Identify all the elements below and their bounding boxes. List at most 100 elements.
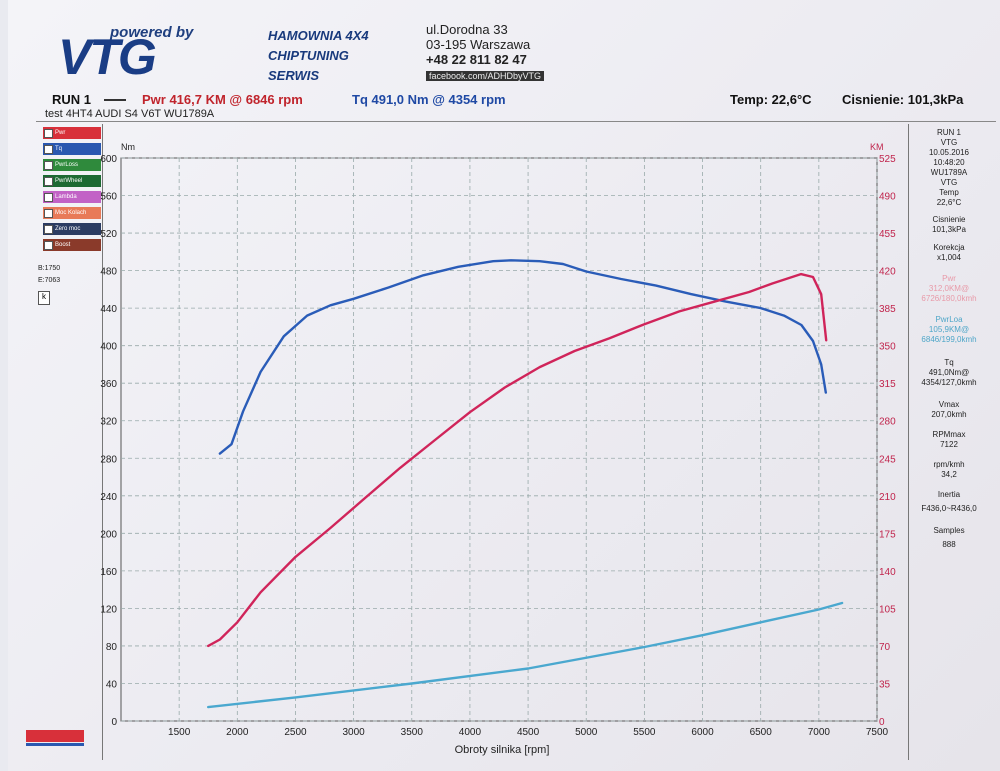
test-description: test 4HT4 AUDI S4 V6T WU1789A [45, 108, 215, 120]
facebook-link[interactable]: facebook.com/ADHDbyVTG [426, 71, 545, 81]
y-tick-label: 480 [100, 267, 117, 278]
address-street: ul.Dorodna 33 [426, 22, 508, 37]
y2-tick-label: 490 [879, 192, 896, 203]
legend-label: PwrLoss [55, 162, 79, 168]
result-pressure-label: Cisnienie [932, 215, 966, 224]
legend-item-5[interactable]: Lambda [43, 191, 101, 203]
result-rpmmax-label: RPMmax [932, 430, 966, 439]
power-summary: Pwr 416,7 KM @ 6846 rpm [142, 92, 303, 107]
y-tick-label: 600 [100, 154, 117, 165]
y2-tick-label: 105 [879, 604, 896, 615]
y-axis-label: Nm [121, 142, 135, 152]
legend-item-8[interactable]: Boost [43, 239, 101, 251]
x-tick-label: 6500 [750, 727, 773, 738]
legend-bottom-red [26, 730, 84, 742]
result-loss-label: PwrLoa [935, 315, 963, 324]
result-samples-label: Samples [933, 526, 965, 535]
legend-item-6[interactable]: Moc Kolach [43, 207, 101, 219]
result-ratio: 34,2 [941, 470, 957, 479]
result-rpmmax: 7122 [940, 440, 958, 449]
results-panel: RUN 1 VTG 10.05.2016 10:48:20 WU1789A VT… [908, 124, 989, 760]
result-tq-label: Tq [944, 358, 954, 367]
result-pwr: 312,0KM@ [928, 284, 970, 293]
y-tick-label: 400 [100, 342, 117, 353]
x-tick-label: 2000 [226, 727, 249, 738]
x-tick-label: 3000 [342, 727, 365, 738]
legend-tq[interactable]: Tq [43, 143, 101, 155]
result-date: 10.05.2016 [928, 148, 970, 157]
y-tick-label: 280 [100, 454, 117, 465]
result-correction: x1,004 [936, 253, 962, 262]
result-inertia: F436,0~R436,0 [921, 504, 977, 513]
run-label: RUN 1 [52, 92, 92, 107]
series-line-tq [218, 259, 827, 455]
y2-axis-label: KM [870, 142, 884, 152]
y2-tick-label: 315 [879, 379, 896, 390]
result-temp: 22,6°C [936, 198, 962, 207]
y-tick-label: 120 [100, 604, 117, 615]
result-temp-label: Temp [939, 188, 959, 197]
company-block: HAMOWNIA 4X4 CHIPTUNING SERWIS [268, 26, 369, 86]
result-run: RUN 1 [936, 128, 961, 137]
y-tick-label: 320 [100, 417, 117, 428]
torque-summary: Tq 491,0 Nm @ 4354 rpm [352, 92, 506, 107]
y2-tick-label: 455 [879, 229, 896, 240]
legend-item-4[interactable]: PwrWheel [43, 175, 101, 187]
y-tick-label: 40 [106, 679, 118, 690]
checkbox-icon[interactable] [44, 161, 53, 170]
legend-label: Pwr [55, 130, 66, 136]
y2-tick-label: 385 [879, 304, 896, 315]
result-vtg-2: VTG [940, 178, 958, 187]
result-ratio-label: rpm/kmh [933, 460, 965, 469]
x-tick-label: 6000 [691, 727, 714, 738]
pressure-summary: Cisnienie: 101,3kPa [842, 92, 964, 107]
y2-tick-label: 175 [879, 529, 896, 540]
result-pwr-label: Pwr [942, 274, 956, 283]
legend-label: Boost [55, 242, 71, 248]
y2-tick-label: 350 [879, 342, 896, 353]
checkbox-icon[interactable] [44, 209, 53, 218]
x-tick-label: 7000 [808, 727, 831, 738]
legend-label: Tq [55, 146, 63, 152]
checkbox-icon[interactable] [44, 177, 53, 186]
legend-item-3[interactable]: PwrLoss [43, 159, 101, 171]
chart-series [206, 259, 844, 709]
checkbox-icon[interactable] [44, 241, 53, 250]
checkbox-icon[interactable] [44, 129, 53, 138]
y2-tick-label: 140 [879, 567, 896, 578]
address-city: 03-195 Warszawa [426, 37, 531, 52]
x-tick-label: 5500 [633, 727, 656, 738]
company-line-3: SERWIS [268, 68, 320, 83]
x-tick-label: 3500 [401, 727, 424, 738]
address-block: ul.Dorodna 33 03-195 Warszawa +48 22 811… [426, 22, 545, 84]
company-line-1: HAMOWNIA 4X4 [268, 28, 369, 43]
logo-tagline: powered by [110, 24, 194, 41]
y2-tick-label: 420 [879, 267, 896, 278]
k-button[interactable]: k [38, 291, 50, 305]
result-tq-rpm: 4354/127,0kmh [921, 378, 977, 387]
result-samples: 888 [942, 540, 956, 549]
result-tq: 491,0Nm@ [928, 368, 970, 377]
legend-bottom-blue [26, 743, 84, 746]
result-loss: 105,9KM@ [928, 325, 970, 334]
checkbox-icon[interactable] [44, 225, 53, 234]
legend-pwr[interactable]: Pwr [43, 127, 101, 139]
result-plate: WU1789A [930, 168, 968, 177]
y-tick-label: 520 [100, 229, 117, 240]
checkbox-icon[interactable] [44, 145, 53, 154]
y2-tick-label: 280 [879, 417, 896, 428]
legend-label: PwrWheel [55, 178, 83, 184]
x-tick-label: 1500 [168, 727, 191, 738]
vtg-logo: VTG [58, 29, 157, 85]
company-line-2: CHIPTUNING [268, 48, 349, 63]
checkbox-icon[interactable] [44, 193, 53, 202]
legend-label: Moc Kolach [55, 210, 87, 216]
x-tick-label: 4500 [517, 727, 540, 738]
legend-item-7[interactable]: Zero moc [43, 223, 101, 235]
y2-tick-label: 70 [879, 642, 891, 653]
chart-ticks: 1500 2000 2500 3000 3500 4000 4500 5000 5500 6000… [100, 154, 896, 738]
x-tick-label: 4000 [459, 727, 482, 738]
cursor-b: B:1750 [38, 265, 61, 272]
y-tick-label: 560 [100, 192, 117, 203]
